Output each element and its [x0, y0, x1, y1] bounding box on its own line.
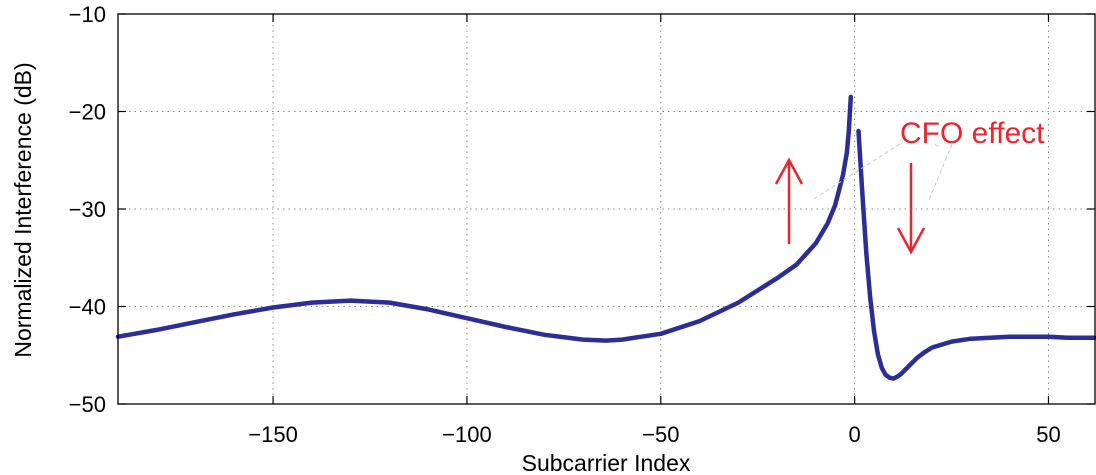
- grid-lines: [118, 14, 1095, 404]
- y-tick-label: −40: [69, 295, 106, 320]
- y-tick-label: −20: [69, 100, 106, 125]
- annotation-label: CFO effect: [900, 117, 1045, 150]
- data-series: [115, 94, 1096, 381]
- x-tick-label: 50: [1036, 422, 1060, 447]
- down-arrow-icon: [896, 163, 926, 255]
- plot-background: [118, 14, 1095, 404]
- annotation-leader-line: [928, 143, 953, 201]
- x-tick-label: −50: [642, 422, 679, 447]
- series-line-negative-subcarriers: [115, 94, 854, 343]
- series-line-positive-subcarriers: [856, 128, 1096, 381]
- annotation-leader-line: [811, 143, 901, 201]
- x-axis-title: Subcarrier Index: [522, 450, 691, 475]
- annotation-leader-line: [934, 143, 941, 149]
- y-axis-title: Normalized Interference (dB): [10, 62, 36, 357]
- y-tick-label: −10: [69, 2, 106, 27]
- up-arrow-icon: [774, 157, 804, 244]
- x-tick-label: 0: [849, 422, 861, 447]
- y-tick-label: −30: [69, 197, 106, 222]
- cfo-annotation: CFO effect: [774, 117, 1045, 255]
- x-tick-label: −100: [442, 422, 492, 447]
- y-tick-label: −50: [69, 392, 106, 417]
- axis-ticks: −150 −100 −50 0 50 −50 −40 −30 −20 −10: [69, 2, 1095, 447]
- x-tick-label: −150: [248, 422, 298, 447]
